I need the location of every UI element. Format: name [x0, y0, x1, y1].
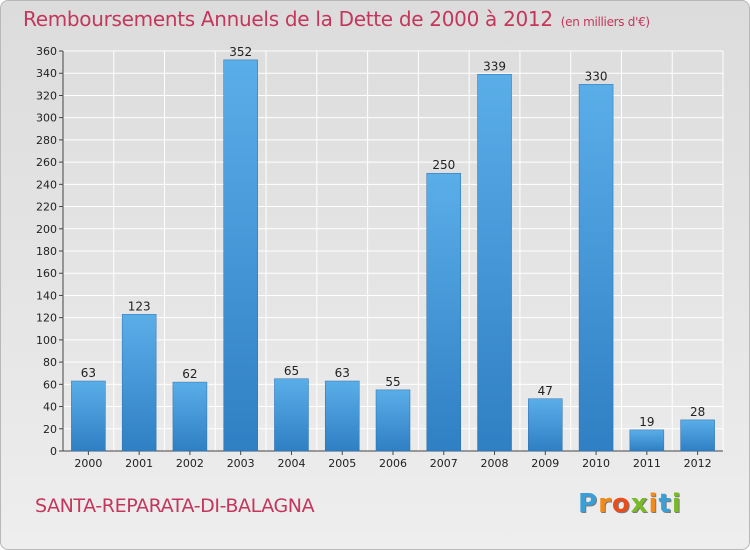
bar-value-label: 63 [81, 366, 96, 380]
logo-letter: t [658, 489, 672, 519]
y-tick-label: 20 [43, 423, 57, 436]
chart-unit: (en milliers d'€) [560, 15, 650, 29]
y-tick-label: 220 [36, 201, 57, 214]
x-tick-label: 2010 [582, 457, 610, 470]
bar[interactable] [71, 380, 106, 452]
bar-value-label: 123 [128, 299, 151, 313]
x-tick-label: 2006 [379, 457, 407, 470]
y-tick-label: 280 [36, 134, 57, 147]
y-tick-label: 260 [36, 156, 57, 169]
bars [71, 59, 715, 452]
logo-letter: P [578, 489, 599, 519]
y-tick-label: 160 [36, 267, 57, 280]
y-tick-label: 300 [36, 112, 57, 125]
y-tick-label: 0 [50, 445, 57, 458]
y-tick-label: 320 [36, 89, 57, 102]
y-tick-label: 60 [43, 378, 57, 391]
chart-title-text: Remboursements Annuels de la Dette de 20… [23, 7, 553, 31]
x-tick-label: 2004 [277, 457, 305, 470]
bar[interactable] [324, 380, 360, 452]
bar[interactable] [680, 419, 715, 452]
x-tick-label: 2012 [684, 457, 712, 470]
bar-value-label: 339 [483, 59, 506, 73]
x-tick-label: 2009 [531, 457, 559, 470]
x-tick-label: 2007 [430, 457, 458, 470]
y-tick-label: 100 [36, 334, 57, 347]
bar[interactable] [528, 398, 563, 452]
x-tick-label: 2002 [176, 457, 204, 470]
bar[interactable] [223, 59, 258, 452]
bar[interactable] [578, 84, 614, 452]
x-tick-label: 2003 [227, 457, 255, 470]
logo-letter: i [671, 489, 682, 519]
logo-letter: o [611, 489, 631, 519]
commune-name: SANTA-REPARATA-DI-BALAGNA [35, 495, 315, 517]
y-tick-label: 180 [36, 245, 57, 258]
logo-letter: r [598, 489, 612, 519]
y-tick-label: 80 [43, 356, 57, 369]
y-tick-label: 140 [36, 289, 57, 302]
logo-letter: i [648, 489, 659, 519]
bar[interactable] [375, 389, 411, 452]
y-tick-label: 40 [43, 401, 57, 414]
data-labels: 63 123 62 352 65 63 55 250 339 47 330 19 28 [81, 45, 706, 429]
logo-letter: x [630, 489, 649, 519]
bar[interactable] [172, 381, 208, 452]
x-tick-label: 2001 [125, 457, 153, 470]
bar-value-label: 63 [335, 366, 350, 380]
x-tick-label: 2011 [633, 457, 661, 470]
bar-value-label: 55 [385, 375, 400, 389]
y-tick-label: 360 [36, 45, 57, 58]
x-tick-label: 2000 [74, 457, 102, 470]
y-tick-label: 120 [36, 312, 57, 325]
bar[interactable] [477, 74, 512, 452]
tick-labels: 0 20 40 60 80 100 120 140 160 180 200 220 240 260 280 3… [36, 45, 712, 470]
bar-value-label: 65 [284, 364, 299, 378]
y-tick-label: 340 [36, 67, 57, 80]
bar-value-label: 250 [432, 158, 455, 172]
bar-value-label: 19 [639, 415, 654, 429]
bar[interactable] [426, 172, 462, 452]
x-tick-label: 2008 [481, 457, 509, 470]
bar[interactable] [274, 378, 309, 452]
bar-value-label: 352 [229, 45, 252, 59]
y-tick-label: 200 [36, 223, 57, 236]
bar[interactable] [629, 429, 665, 452]
proxiti-logo[interactable]: Proxiti [578, 489, 682, 519]
bar-value-label: 330 [585, 69, 608, 83]
chart-title: Remboursements Annuels de la Dette de 20… [23, 7, 650, 31]
x-tick-label: 2005 [328, 457, 356, 470]
bar-value-label: 28 [690, 405, 705, 419]
bar[interactable] [121, 314, 157, 452]
y-tick-label: 240 [36, 178, 57, 191]
bar-value-label: 47 [538, 384, 553, 398]
bar-value-label: 62 [182, 367, 197, 381]
